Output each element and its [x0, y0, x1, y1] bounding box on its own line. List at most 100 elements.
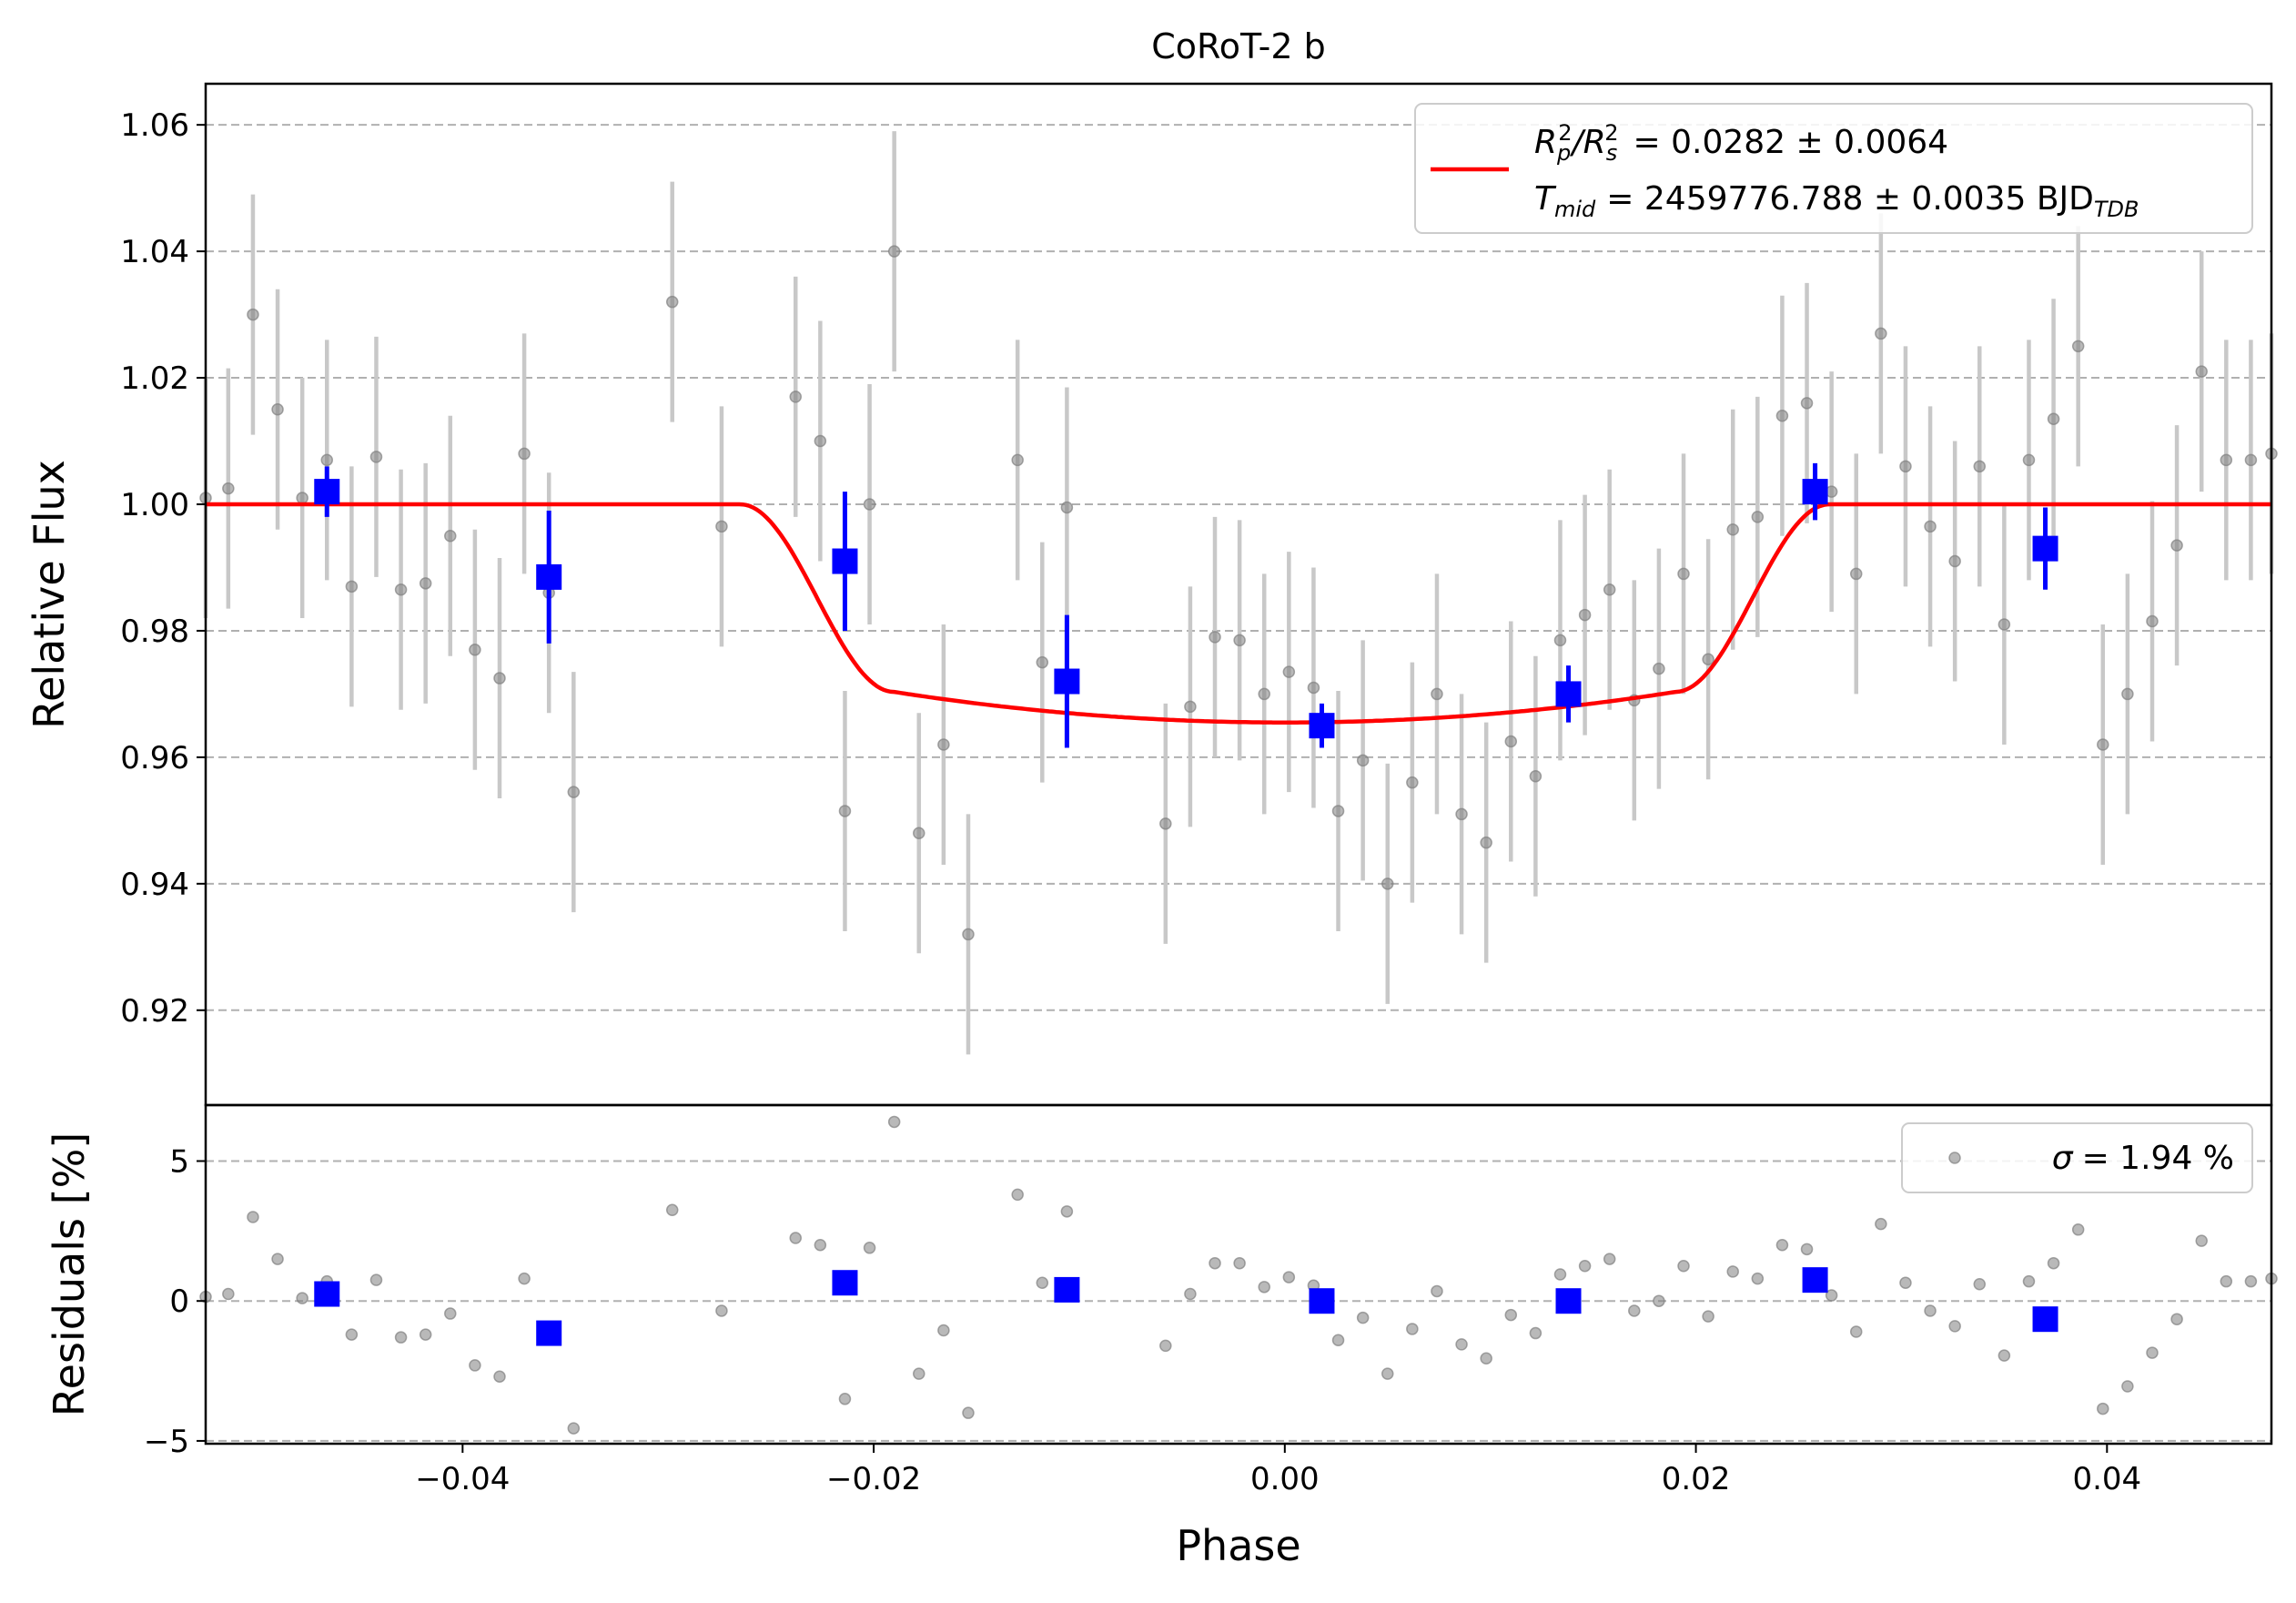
- raw-point: [715, 520, 728, 533]
- residual-raw-point: [1233, 1256, 1246, 1270]
- residual-binned-point: [1054, 1276, 1080, 1303]
- residual-raw-point: [1603, 1253, 1616, 1265]
- residual-raw-point: [518, 1272, 531, 1285]
- raw-point: [1677, 567, 1690, 581]
- residuals-axes-frame: [204, 1103, 2273, 1446]
- residual-raw-point: [369, 1273, 383, 1286]
- residual-raw-point: [2047, 1256, 2060, 1270]
- residual-raw-point: [1751, 1272, 1765, 1285]
- flux-ytick-label: 0.98: [120, 614, 189, 650]
- residual-raw-point: [1998, 1349, 2011, 1362]
- residual-raw-points: [199, 1115, 2278, 1435]
- transit-model: [206, 502, 2271, 725]
- raw-point: [1331, 805, 1345, 817]
- legend-rp-rs-label: Rp2/Rs2 = 0.0282 ± 0.0064: [1534, 120, 1948, 166]
- raw-point: [2170, 539, 2183, 552]
- residual-raw-point: [271, 1253, 284, 1265]
- residual-raw-point: [444, 1307, 457, 1320]
- residual-raw-point: [1011, 1188, 1024, 1202]
- residual-raw-point: [1726, 1265, 1739, 1278]
- raw-point: [1504, 735, 1518, 748]
- binned-point: [1555, 681, 1582, 707]
- raw-point: [1529, 769, 1542, 783]
- residual-raw-point: [567, 1422, 581, 1435]
- residual-raw-point: [1973, 1278, 1987, 1291]
- residual-raw-point: [2244, 1274, 2258, 1288]
- binned-point: [832, 548, 858, 574]
- raw-point: [1751, 511, 1765, 523]
- raw-point: [1775, 409, 1789, 422]
- raw-point: [1553, 634, 1567, 647]
- residual-raw-point: [2121, 1380, 2134, 1393]
- residual-raw-point: [1875, 1217, 1887, 1231]
- flux-ytick-label: 1.04: [120, 234, 189, 270]
- residual-raw-point: [1948, 1320, 1961, 1333]
- residual-binned-point: [1555, 1288, 1582, 1314]
- raw-points: [199, 245, 2278, 941]
- residual-raw-point: [1529, 1326, 1542, 1340]
- phase-xtick-label: 0.00: [1250, 1461, 1320, 1497]
- flux-ytick-label: 1.06: [120, 107, 189, 144]
- residual-raw-point: [493, 1370, 506, 1383]
- phase-xtick-label: −0.02: [826, 1461, 921, 1497]
- residual-binned-points: [314, 1267, 2058, 1346]
- flux-ylabel: Relative Flux: [25, 460, 74, 729]
- residual-raw-point: [1258, 1281, 1270, 1294]
- residual-binned-point: [536, 1320, 562, 1346]
- raw-point: [2022, 453, 2036, 467]
- raw-point: [1406, 776, 1419, 789]
- residual-binned-point: [1309, 1288, 1335, 1314]
- residuals-legend-box: [1901, 1122, 2253, 1193]
- residual-raw-point: [2071, 1223, 2085, 1236]
- raw-point: [247, 308, 259, 321]
- residual-raw-point: [394, 1331, 408, 1344]
- raw-point: [1011, 453, 1024, 467]
- residual-raw-point: [1184, 1287, 1197, 1301]
- residual-raw-point: [345, 1328, 359, 1341]
- residual-raw-point: [887, 1115, 901, 1129]
- raw-point: [2047, 412, 2060, 425]
- residual-raw-point: [962, 1406, 975, 1419]
- raw-point: [1159, 817, 1172, 830]
- flux-panel: 0.92 0.94 0.96 0.98 1.00 1.02 1.04 1.06 Rp2/Rs2…: [25, 26, 2278, 1107]
- raw-point: [913, 827, 925, 840]
- residual-raw-point: [1775, 1238, 1789, 1252]
- raw-point: [1973, 460, 1987, 473]
- residual-raw-point: [2022, 1274, 2036, 1288]
- raw-point: [665, 295, 679, 309]
- flux-ytick-label: 0.96: [120, 740, 189, 776]
- residual-binned-point: [2032, 1306, 2058, 1333]
- residual-raw-point: [1331, 1334, 1345, 1346]
- raw-point: [1258, 687, 1270, 701]
- residual-raw-point: [715, 1304, 728, 1317]
- raw-point: [1578, 608, 1592, 622]
- raw-point: [394, 583, 408, 596]
- raw-point: [1209, 631, 1221, 644]
- binned-point: [1309, 713, 1335, 739]
- flux-ytick-label: 0.92: [120, 993, 189, 1030]
- residuals-ytick-label: 5: [169, 1143, 189, 1180]
- binned-point: [314, 479, 340, 505]
- raw-point: [320, 453, 334, 467]
- raw-point: [1036, 655, 1049, 669]
- residual-raw-point: [1282, 1271, 1296, 1283]
- residual-raw-point: [1431, 1284, 1443, 1298]
- binned-points: [314, 479, 2058, 739]
- residual-raw-point: [1628, 1304, 1641, 1317]
- residuals-ytick-label: 0: [169, 1283, 189, 1320]
- binned-point: [536, 563, 562, 590]
- raw-point: [296, 492, 308, 504]
- residual-raw-point: [1060, 1205, 1074, 1218]
- residual-raw-point: [1849, 1325, 1863, 1338]
- raw-point: [1998, 618, 2011, 631]
- raw-point: [419, 577, 432, 590]
- raw-point: [1924, 520, 1937, 533]
- raw-point: [1282, 665, 1296, 678]
- residual-raw-point: [1356, 1311, 1370, 1324]
- raw-point: [518, 447, 531, 461]
- raw-point: [1381, 878, 1394, 890]
- binned-point: [1054, 668, 1080, 695]
- residual-raw-point: [1800, 1243, 1814, 1256]
- residual-raw-point: [1209, 1256, 1221, 1270]
